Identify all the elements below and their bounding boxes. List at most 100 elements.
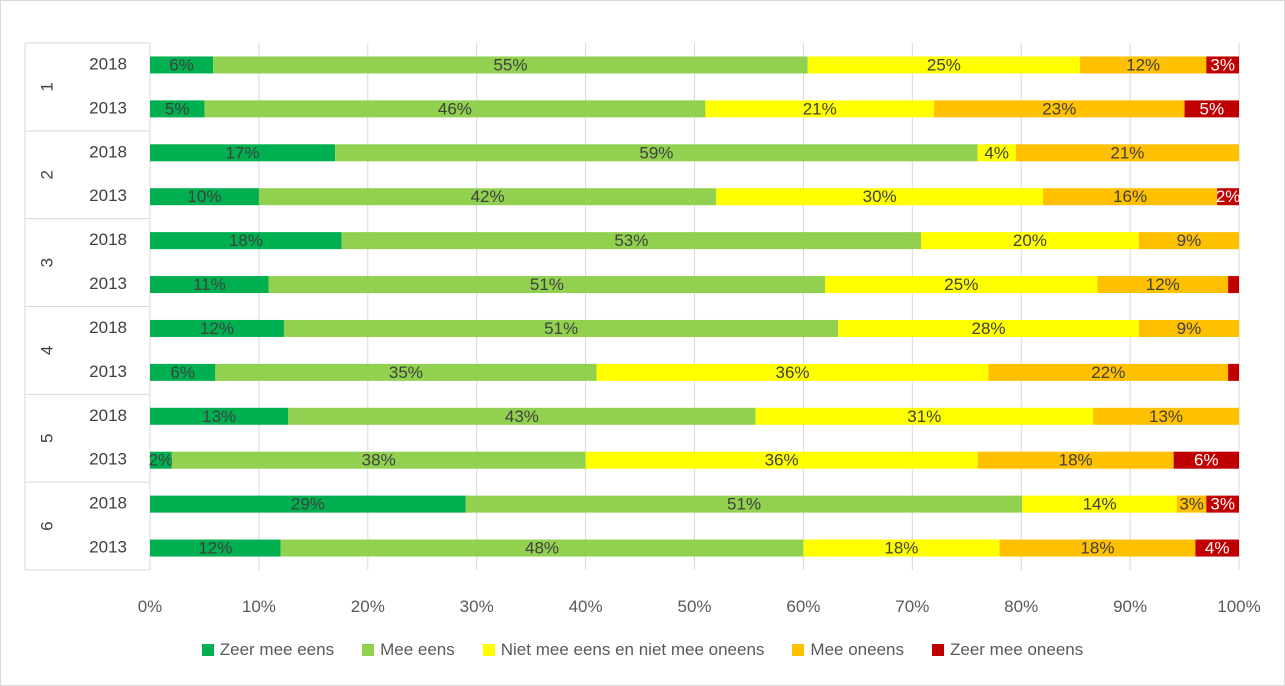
data-label: 42% [471, 187, 505, 206]
bar-segment [150, 56, 214, 74]
group-label: 6 [37, 521, 56, 530]
x-tick-label: 20% [351, 597, 385, 616]
data-label: 31% [907, 407, 941, 426]
legend-label: Zeer mee eens [219, 640, 335, 659]
group-label: 3 [37, 258, 56, 267]
data-label: 20% [1013, 231, 1047, 250]
x-tick-label: 70% [895, 597, 929, 616]
bar-segment [150, 319, 284, 337]
data-label: 6% [1194, 451, 1219, 470]
bar-segment [335, 144, 978, 162]
category-label: 2018 [89, 142, 127, 161]
group-label: 4 [37, 346, 56, 355]
legend-swatch [482, 644, 495, 656]
data-label: 12% [1146, 275, 1180, 294]
bar-segment [1097, 276, 1229, 294]
data-label: 55% [493, 55, 527, 74]
bar-segment [213, 56, 808, 74]
bar-segment [1195, 539, 1239, 557]
x-tick-label: 40% [569, 597, 603, 616]
bar-segment [585, 451, 978, 469]
data-label: 9% [1177, 319, 1202, 338]
bar-segment [596, 363, 989, 381]
bar-segment [288, 407, 756, 425]
bar-segment [1228, 363, 1239, 381]
legend-item: Zeer mee eens [201, 640, 335, 660]
legend-swatch [201, 644, 214, 656]
legend-label: Mee oneens [810, 640, 904, 659]
bar-segment [705, 100, 935, 118]
bar-segment [150, 188, 259, 206]
data-label: 9% [1177, 231, 1202, 250]
bar-segment [807, 56, 1081, 74]
bar-segment [1217, 188, 1239, 206]
data-label: 35% [389, 363, 423, 382]
category-label: 2013 [89, 98, 127, 117]
bar-segment [150, 539, 281, 557]
bar-segment [988, 363, 1229, 381]
bar-segment [803, 539, 1000, 557]
bar-segment [465, 495, 1023, 513]
group-label: 2 [37, 170, 56, 179]
data-label: 2% [1216, 187, 1241, 206]
bar-segment [825, 276, 1098, 294]
bar-segment [1138, 232, 1239, 250]
group-label: 1 [37, 82, 56, 91]
bar-segment [1015, 144, 1239, 162]
bar-segment [1206, 56, 1239, 74]
category-label: 2018 [89, 318, 127, 337]
data-label: 25% [944, 275, 978, 294]
data-label: 51% [530, 275, 564, 294]
data-label: 6% [170, 363, 195, 382]
data-label: 13% [202, 407, 236, 426]
data-label: 21% [803, 99, 837, 118]
data-label: 18% [1059, 451, 1093, 470]
data-label: 17% [226, 143, 260, 162]
legend-item: Mee oneens [792, 640, 904, 660]
bar-segment [150, 495, 466, 513]
legend: Zeer mee eens Mee eens Niet mee eens en ni… [0, 640, 1285, 660]
bar-segment [1184, 100, 1239, 118]
category-label: 2013 [89, 362, 127, 381]
data-label: 11% [193, 275, 226, 294]
data-label: 23% [1042, 99, 1076, 118]
data-label: 43% [505, 407, 539, 426]
legend-item: Niet mee eens en niet mee oneens [482, 640, 764, 660]
data-label: 3% [1179, 495, 1204, 514]
category-label: 2013 [89, 538, 127, 557]
data-label: 18% [1080, 539, 1114, 558]
data-label: 30% [863, 187, 897, 206]
bar-segment [755, 407, 1094, 425]
bar-segment [1206, 495, 1239, 513]
x-tick-label: 80% [1004, 597, 1038, 616]
bar-segment [716, 188, 1043, 206]
bar-segment [150, 232, 342, 250]
x-tick-label: 90% [1113, 597, 1147, 616]
legend-swatch [362, 644, 375, 656]
data-label: 21% [1110, 143, 1144, 162]
data-label: 46% [438, 99, 472, 118]
bar-segment [150, 363, 216, 381]
bar-segment [268, 276, 826, 294]
data-label: 53% [614, 231, 648, 250]
bar-segment [150, 451, 172, 469]
bar-segment [1042, 188, 1218, 206]
legend-swatch [932, 644, 944, 656]
bar-segment [1022, 495, 1177, 513]
bar-segment [258, 188, 717, 206]
data-label: 2% [149, 451, 174, 470]
legend-label: Zeer mee oneens [950, 640, 1084, 659]
data-label: 5% [165, 99, 190, 118]
bar-segment [1173, 451, 1239, 469]
data-label: 10% [187, 187, 221, 206]
data-label: 29% [291, 495, 325, 514]
legend-label: Mee eens [380, 640, 455, 659]
category-label: 2018 [89, 406, 127, 425]
data-label: 4% [1205, 539, 1230, 558]
category-label: 2013 [89, 450, 127, 469]
category-label: 2018 [89, 230, 127, 249]
bar-segment [204, 100, 706, 118]
data-label: 6% [169, 55, 194, 74]
data-label: 3% [1210, 55, 1235, 74]
bar-segment [977, 144, 1016, 162]
